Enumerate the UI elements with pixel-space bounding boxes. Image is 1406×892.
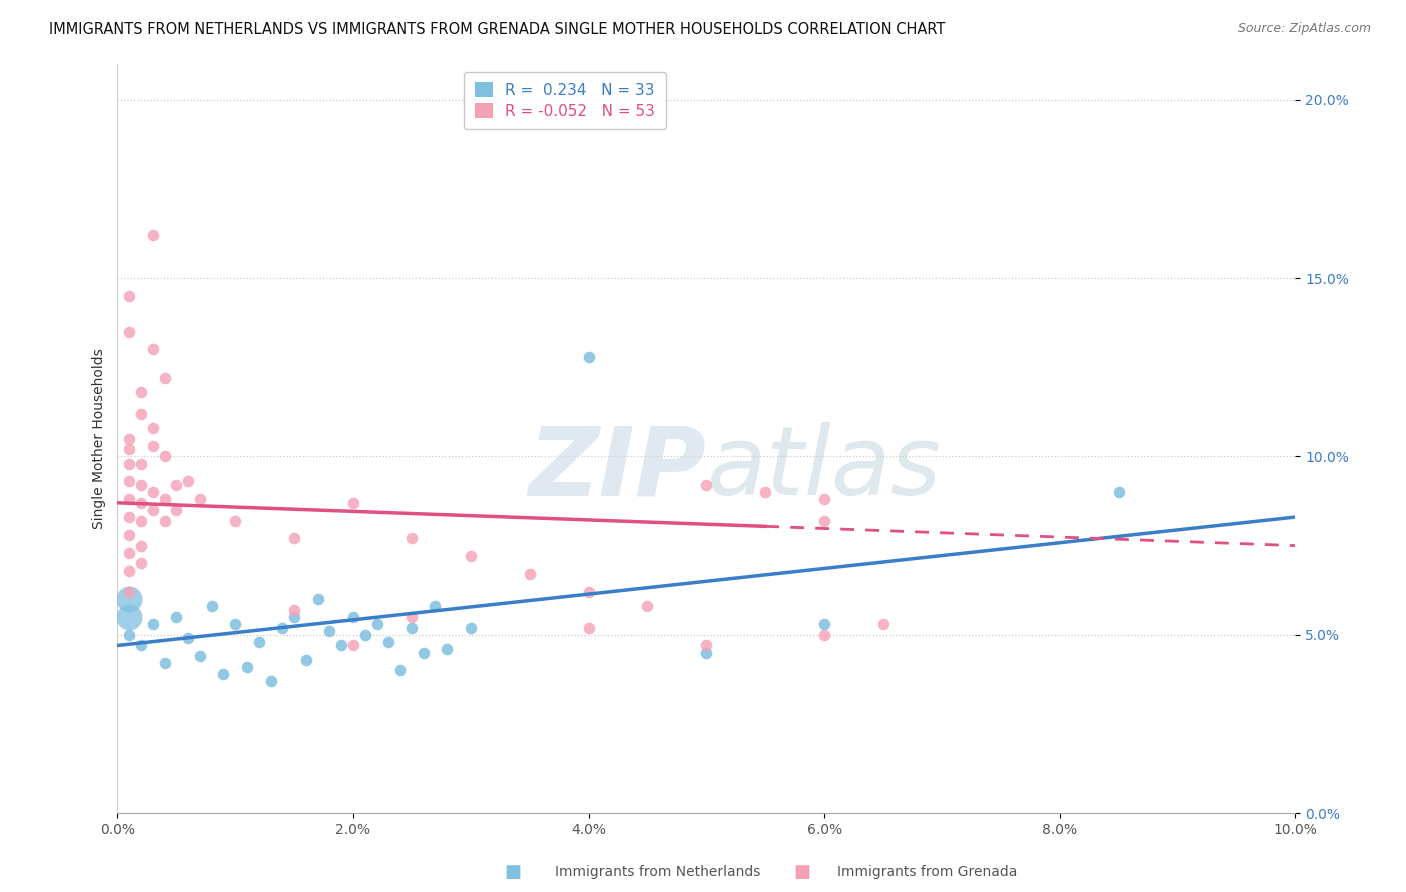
Point: [236, 660, 259, 674]
Point: [342, 496, 364, 510]
Point: [425, 599, 447, 614]
Point: [129, 539, 152, 553]
Point: [578, 621, 600, 635]
Point: [342, 610, 364, 624]
Text: ZIP: ZIP: [529, 422, 706, 515]
Point: [224, 617, 246, 632]
Point: [142, 343, 165, 357]
Point: [153, 514, 176, 528]
Point: [142, 439, 165, 453]
Point: [295, 653, 318, 667]
Point: [578, 585, 600, 599]
Point: [353, 628, 375, 642]
Point: [188, 492, 211, 507]
Point: [401, 610, 423, 624]
Point: [271, 621, 294, 635]
Point: [436, 642, 458, 657]
Point: [412, 646, 434, 660]
Point: [129, 478, 152, 492]
Point: [813, 492, 835, 507]
Point: [224, 514, 246, 528]
Point: [636, 599, 658, 614]
Point: [142, 503, 165, 517]
Point: [153, 492, 176, 507]
Text: Source: ZipAtlas.com: Source: ZipAtlas.com: [1237, 22, 1371, 36]
Point: [366, 617, 388, 632]
Point: [142, 617, 165, 632]
Point: [129, 385, 152, 400]
Point: [695, 646, 717, 660]
Point: [283, 603, 305, 617]
Point: [118, 475, 141, 489]
Point: [118, 289, 141, 303]
Point: [153, 450, 176, 464]
Point: [389, 664, 412, 678]
Point: [177, 632, 200, 646]
Point: [283, 532, 305, 546]
Text: IMMIGRANTS FROM NETHERLANDS VS IMMIGRANTS FROM GRENADA SINGLE MOTHER HOUSEHOLDS : IMMIGRANTS FROM NETHERLANDS VS IMMIGRANT…: [49, 22, 946, 37]
Point: [165, 610, 187, 624]
Legend: R =  0.234   N = 33, R = -0.052   N = 53: R = 0.234 N = 33, R = -0.052 N = 53: [464, 71, 666, 129]
Point: [165, 478, 187, 492]
Point: [188, 649, 211, 664]
Point: [460, 621, 482, 635]
Point: [118, 492, 141, 507]
Point: [259, 674, 281, 689]
Point: [129, 639, 152, 653]
Text: Immigrants from Netherlands: Immigrants from Netherlands: [555, 865, 761, 880]
Point: [177, 475, 200, 489]
Point: [247, 635, 270, 649]
Point: [283, 610, 305, 624]
Text: ■: ■: [793, 863, 810, 881]
Point: [118, 610, 141, 624]
Point: [142, 485, 165, 500]
Point: [401, 532, 423, 546]
Point: [1108, 485, 1130, 500]
Point: [401, 621, 423, 635]
Point: [142, 421, 165, 435]
Point: [118, 546, 141, 560]
Point: [118, 442, 141, 457]
Point: [695, 639, 717, 653]
Point: [129, 557, 152, 571]
Point: [330, 639, 353, 653]
Point: [129, 457, 152, 471]
Point: [813, 617, 835, 632]
Point: [813, 514, 835, 528]
Point: [872, 617, 894, 632]
Point: [519, 567, 541, 582]
Point: [118, 510, 141, 524]
Point: [153, 657, 176, 671]
Point: [129, 514, 152, 528]
Point: [118, 585, 141, 599]
Point: [201, 599, 224, 614]
Point: [342, 639, 364, 653]
Point: [153, 371, 176, 385]
Point: [578, 350, 600, 364]
Point: [118, 432, 141, 446]
Point: [307, 592, 329, 607]
Point: [460, 549, 482, 564]
Text: Immigrants from Grenada: Immigrants from Grenada: [837, 865, 1017, 880]
Point: [695, 478, 717, 492]
Point: [118, 325, 141, 339]
Y-axis label: Single Mother Households: Single Mother Households: [93, 348, 107, 529]
Point: [142, 228, 165, 243]
Text: atlas: atlas: [706, 422, 942, 515]
Point: [118, 628, 141, 642]
Point: [118, 592, 141, 607]
Text: ■: ■: [505, 863, 522, 881]
Point: [129, 496, 152, 510]
Point: [813, 628, 835, 642]
Point: [118, 564, 141, 578]
Point: [377, 635, 399, 649]
Point: [118, 528, 141, 542]
Point: [318, 624, 340, 639]
Point: [754, 485, 776, 500]
Point: [129, 407, 152, 421]
Point: [212, 667, 235, 681]
Point: [118, 457, 141, 471]
Point: [165, 503, 187, 517]
